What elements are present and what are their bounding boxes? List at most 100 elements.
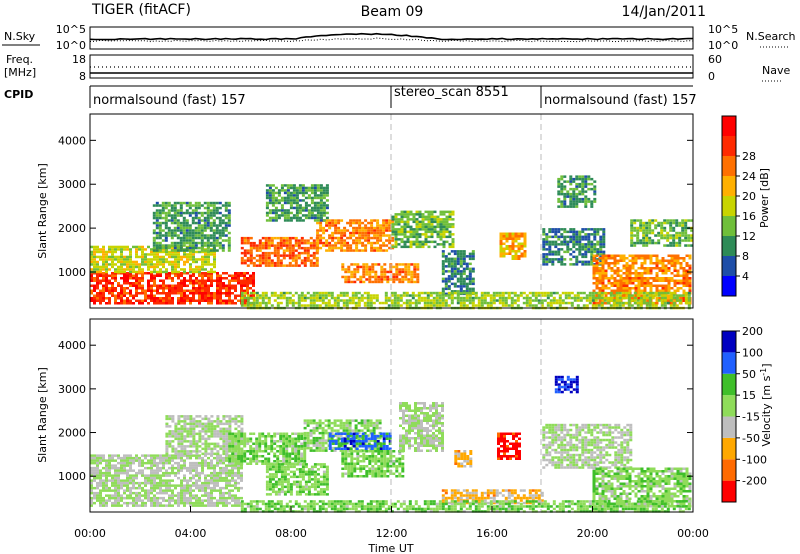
data-cell (592, 267, 596, 270)
data-cell (575, 248, 579, 251)
data-cell (415, 245, 419, 249)
data-cell (584, 228, 588, 231)
data-cell (560, 192, 564, 196)
data-cell (406, 220, 410, 224)
data-cell (188, 206, 192, 210)
data-cell (438, 304, 442, 307)
data-cell (373, 246, 377, 250)
data-cell (144, 504, 147, 507)
data-cell (170, 219, 174, 222)
data-cell (351, 299, 355, 302)
data-cell (447, 257, 451, 261)
data-cell (409, 233, 413, 236)
data-cell (117, 255, 120, 259)
data-cell (682, 289, 686, 292)
data-cell (658, 277, 662, 280)
data-cell (654, 224, 658, 227)
data-cell (634, 289, 638, 292)
data-cell (525, 296, 529, 300)
data-cell (643, 284, 647, 287)
data-cell (93, 268, 96, 271)
data-cell (660, 291, 664, 295)
data-cell (551, 235, 555, 239)
data-cell (545, 263, 549, 266)
data-cell (319, 199, 323, 202)
data-cell (358, 226, 362, 230)
data-cell (643, 279, 647, 282)
data-cell (551, 228, 555, 231)
data-cell (144, 461, 147, 465)
data-cell (672, 221, 676, 225)
data-cell (105, 489, 108, 492)
data-cell (648, 239, 652, 242)
data-cell (636, 301, 640, 305)
data-cell (171, 284, 174, 287)
data-cell (111, 289, 114, 292)
data-cell (271, 209, 275, 212)
data-cell (370, 226, 374, 230)
data-cell (203, 224, 207, 227)
data-cell (585, 299, 589, 302)
data-cell (191, 211, 195, 215)
data-cell (591, 291, 595, 295)
data-cell (468, 277, 472, 281)
data-cell (141, 272, 144, 275)
data-cell (322, 204, 326, 207)
data-cell (126, 501, 129, 505)
data-cell (572, 192, 576, 196)
data-cell (578, 175, 582, 178)
data-cell (391, 245, 395, 249)
data-cell (362, 268, 366, 271)
data-cell (129, 496, 132, 500)
data-cell (289, 201, 293, 205)
data-cell (542, 233, 546, 236)
data-cell (370, 246, 374, 250)
data-cell (471, 299, 475, 302)
data-cell (252, 301, 256, 305)
data-cell (150, 248, 153, 251)
data-cell (114, 484, 117, 487)
data-cell (382, 226, 386, 230)
data-cell (345, 294, 349, 297)
data-cell (252, 261, 256, 265)
data-cell (96, 496, 99, 500)
data-cell (159, 292, 162, 295)
data-cell (192, 461, 195, 465)
data-cell (228, 274, 231, 277)
data-cell (551, 250, 555, 254)
data-cell (228, 284, 231, 287)
data-cell (630, 219, 634, 222)
data-cell (120, 250, 123, 254)
data-cell (336, 294, 340, 297)
data-cell (595, 267, 599, 270)
data-cell (448, 223, 452, 226)
data-cell (642, 291, 646, 295)
data-cell (682, 267, 686, 270)
data-cell (604, 269, 608, 272)
data-cell (303, 261, 307, 265)
data-cell (433, 240, 437, 244)
data-cell (246, 299, 250, 302)
data-cell (346, 244, 350, 247)
data-cell (192, 274, 195, 277)
data-cell (96, 471, 99, 475)
data-cell (249, 279, 252, 282)
data-cell (436, 230, 440, 234)
data-cell (264, 294, 268, 297)
data-cell (499, 250, 503, 253)
data-cell (180, 454, 183, 457)
data-cell (219, 274, 222, 277)
data-cell (403, 220, 407, 224)
data-cell (114, 245, 117, 249)
data-cell (363, 301, 367, 305)
data-cell (436, 233, 440, 236)
data-cell (203, 236, 207, 240)
data-cell (343, 226, 347, 230)
data-cell (563, 263, 567, 266)
data-cell (523, 232, 527, 235)
data-cell (150, 464, 153, 467)
data-cell (444, 257, 448, 261)
data-cell (117, 260, 120, 264)
data-cell (159, 501, 162, 505)
data-cell (468, 252, 472, 256)
